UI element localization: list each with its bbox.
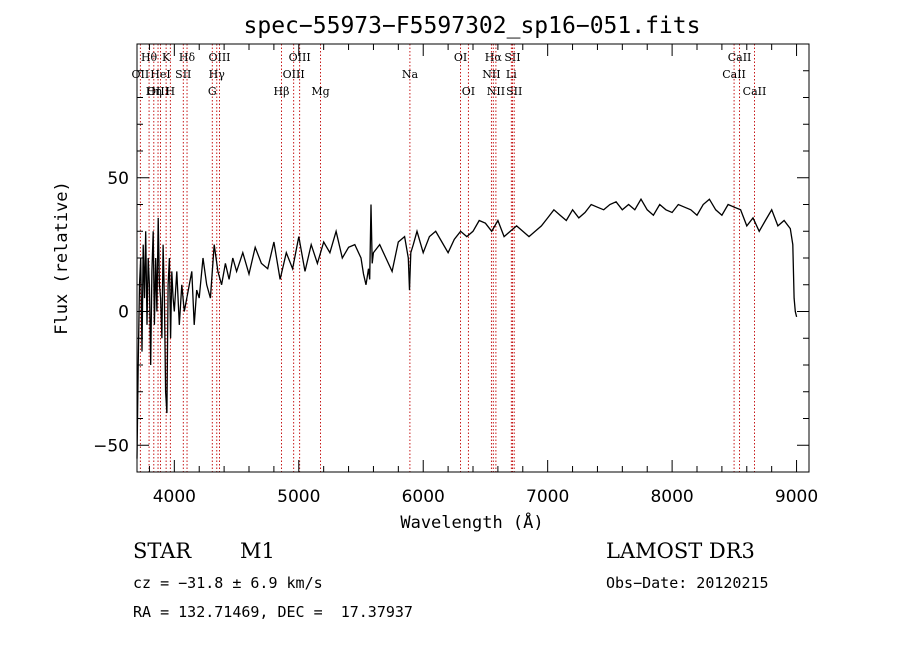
plot-frame — [136, 43, 810, 473]
spectral-line-label: Mg — [311, 85, 329, 98]
spectral-line-label: NII — [482, 68, 500, 81]
spectral-line-label: H — [166, 85, 176, 98]
spectral-line-label: HeI — [150, 68, 170, 81]
x-tick-label: 6000 — [402, 487, 445, 507]
spectral-line-label: Na — [402, 68, 419, 81]
spectral-line-label: G — [208, 85, 217, 98]
x-axis-label: Wavelength (Å) — [400, 511, 543, 533]
x-tick-label: 8000 — [650, 487, 693, 507]
spectral-line-label: K — [162, 51, 171, 64]
spectrum-series-line — [136, 197, 798, 459]
y-axis-label: Flux (relative) — [52, 181, 72, 335]
spectral-line-label: SII — [504, 51, 520, 64]
x-tick-label: 9000 — [775, 487, 818, 507]
spectral-line-label: SII — [506, 85, 522, 98]
spectral-line-label: OIII — [283, 68, 305, 81]
spectral-line-label: CaII — [722, 68, 746, 81]
spectral-line-label: Li — [506, 68, 517, 81]
x-tick-label: 5000 — [277, 487, 320, 507]
object-class: STAR — [133, 539, 192, 563]
spectral-line-label: Hα — [485, 51, 503, 64]
spectral-line-label: OIII — [289, 51, 311, 64]
y-tick-label: 50 — [107, 169, 129, 189]
redshift-cz: cz = −31.8 ± 6.9 km/s — [133, 574, 323, 592]
object-subclass: M1 — [240, 539, 275, 563]
spectral-line-label: CaII — [743, 85, 767, 98]
spectral-line-label: OII — [132, 68, 150, 81]
survey-name: LAMOST DR3 — [606, 539, 755, 563]
spectral-line-label: OI — [454, 51, 467, 64]
x-tick-label: 4000 — [153, 487, 196, 507]
x-tick-label: 7000 — [526, 487, 569, 507]
spectral-line-label: Hδ — [179, 51, 196, 64]
spectral-line-label: OIII — [208, 51, 230, 64]
spectral-line-label: Hβ — [274, 85, 290, 98]
spectral-line-label: OI — [462, 85, 475, 98]
y-tick-label: −50 — [93, 436, 129, 456]
spectral-line-label: Hθ — [141, 51, 158, 64]
emission-line-markers: Hθ OII OIII HeI Hη K SII H Hδ OIII Hγ G OIII OIII Hβ Mg… — [132, 44, 767, 472]
chart-title: spec−55973−F5597302_sp16−051.fits — [244, 13, 701, 39]
y-tick-label: 0 — [118, 303, 129, 323]
spectral-line-label: OIII — [147, 85, 169, 98]
ra-dec: RA = 132.71469, DEC = 17.37937 — [133, 603, 413, 621]
spectral-line-label: SII — [175, 68, 191, 81]
spectral-line-label: Hγ — [209, 68, 226, 81]
observation-date: Obs−Date: 20120215 — [606, 574, 769, 592]
spectral-line-label: NII — [487, 85, 505, 98]
spectral-line-label: Hη — [146, 85, 162, 98]
spectral-line-label: CaII — [728, 51, 752, 64]
